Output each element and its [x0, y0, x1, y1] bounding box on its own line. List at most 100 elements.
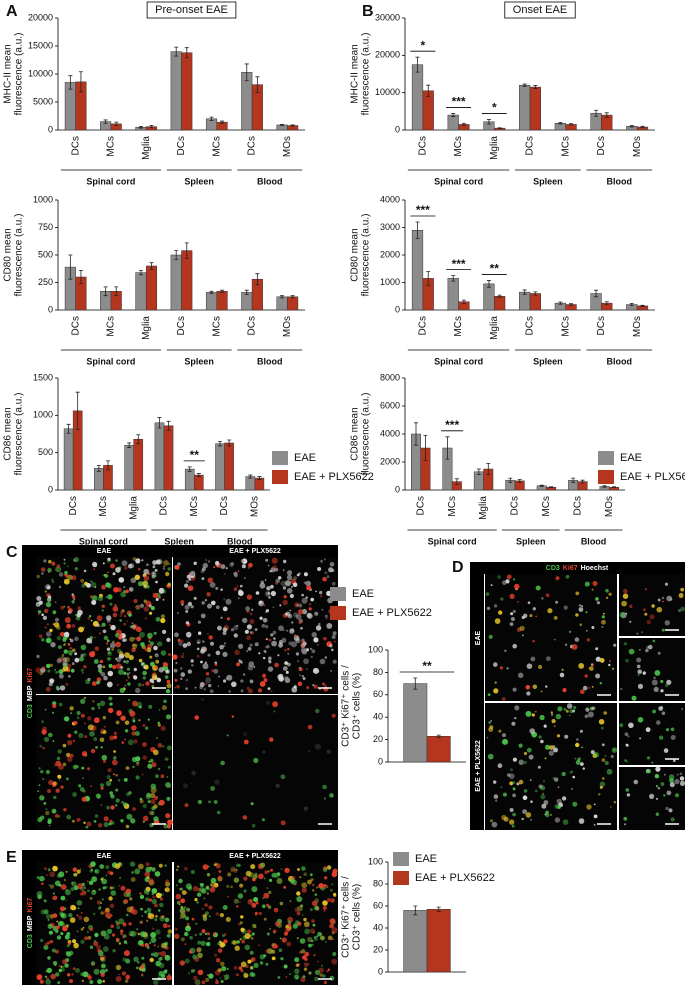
- cell: [608, 663, 611, 667]
- stain-labels: CD3MBPKi67: [27, 668, 34, 718]
- cell: [243, 876, 248, 881]
- cell: [265, 558, 269, 562]
- cell: [49, 940, 54, 944]
- cell: [209, 689, 214, 694]
- panel-letter: B: [362, 3, 374, 20]
- cell: [191, 770, 196, 776]
- cell: [92, 561, 98, 568]
- cell: [519, 625, 525, 631]
- cell: [119, 687, 125, 694]
- cell: [93, 659, 99, 664]
- cell: [298, 666, 302, 670]
- cell: [124, 720, 130, 725]
- cell: [620, 687, 623, 691]
- cell: [257, 688, 263, 693]
- error-bar: [196, 473, 201, 477]
- cell: [249, 619, 255, 624]
- cell: [131, 909, 138, 915]
- cell: [130, 625, 133, 629]
- cell: [167, 758, 169, 761]
- cell: [133, 667, 137, 672]
- cell: [153, 645, 158, 651]
- cell: [73, 873, 76, 877]
- cell: [331, 927, 338, 934]
- cell: [36, 574, 40, 579]
- cell: [45, 637, 52, 644]
- cell: [285, 976, 288, 978]
- cell: [330, 670, 332, 672]
- cell: [96, 623, 100, 628]
- cell: [225, 917, 231, 922]
- cell: [585, 707, 590, 712]
- cell: [185, 883, 192, 890]
- cell: [572, 801, 578, 807]
- cell: [599, 682, 602, 685]
- error-bar: [78, 71, 83, 93]
- cell: [541, 597, 544, 600]
- cell: [329, 888, 333, 892]
- cell: [131, 725, 137, 731]
- cell: [301, 593, 304, 597]
- cell: [151, 898, 157, 905]
- cell: [73, 557, 79, 563]
- cell: [187, 601, 193, 607]
- y-axis-label: CD80 mean: [3, 228, 14, 281]
- cell: [149, 957, 154, 963]
- row-label: EAE: [475, 630, 482, 645]
- cell: [512, 793, 516, 798]
- cell: [165, 782, 171, 788]
- cell: [226, 674, 233, 681]
- cell: [60, 884, 67, 890]
- error-bar: [451, 275, 456, 282]
- cell: [214, 953, 218, 957]
- cell: [107, 557, 111, 562]
- cell: [121, 560, 128, 567]
- cell: [240, 689, 244, 693]
- bar: [216, 291, 228, 311]
- bar: [403, 683, 428, 763]
- cell: [46, 977, 49, 981]
- cell: [541, 803, 547, 809]
- cell: [314, 905, 320, 911]
- cell: [143, 568, 149, 575]
- cell: [94, 636, 96, 639]
- cell: [201, 698, 205, 701]
- cell: [278, 625, 284, 631]
- cell: [138, 705, 142, 709]
- cell: [311, 632, 317, 638]
- cell: [115, 663, 122, 669]
- cell: [66, 623, 71, 629]
- cell: [62, 653, 65, 656]
- cell: [242, 617, 248, 624]
- cell: [182, 643, 188, 648]
- y-tick-label: 1000: [33, 410, 53, 420]
- group-label: Spleen: [516, 536, 546, 546]
- cell: [212, 883, 218, 889]
- cell: [197, 940, 202, 945]
- cell: [193, 596, 197, 600]
- cell: [280, 957, 284, 961]
- legend-label: EAE + PLX5622: [352, 607, 432, 619]
- cell: [43, 802, 47, 805]
- cell: [271, 943, 278, 949]
- cell: [112, 949, 116, 953]
- cell: [39, 979, 44, 984]
- cell: [329, 923, 334, 929]
- cell: [185, 631, 192, 638]
- cell: [70, 668, 75, 673]
- cell: [307, 724, 313, 730]
- cell: [147, 946, 150, 949]
- cell: [56, 929, 59, 933]
- cell: [269, 570, 272, 573]
- cell: [115, 567, 121, 573]
- cell: [207, 577, 213, 583]
- cell: [187, 972, 191, 975]
- cell: [126, 813, 133, 820]
- cell: [249, 643, 253, 647]
- cell: [192, 954, 198, 960]
- cell: [107, 768, 112, 773]
- x-tick-label: MCs: [541, 496, 552, 517]
- cell: [167, 765, 171, 769]
- cell: [224, 974, 230, 980]
